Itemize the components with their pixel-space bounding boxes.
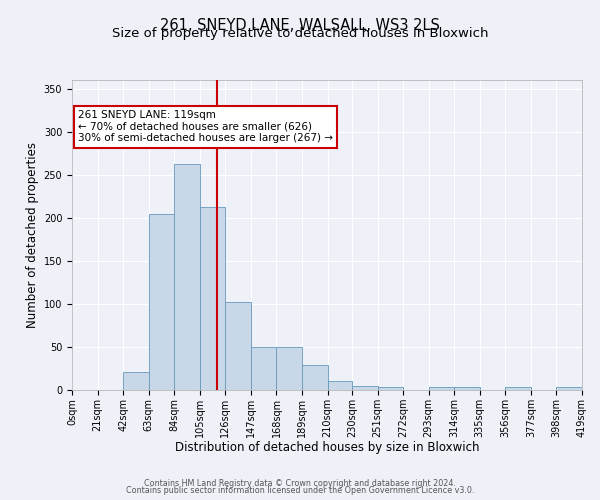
Bar	[377, 386, 403, 390]
Bar	[123, 372, 149, 390]
Text: Contains HM Land Registry data © Crown copyright and database right 2024.: Contains HM Land Registry data © Crown c…	[144, 478, 456, 488]
Bar	[277, 347, 302, 390]
X-axis label: Distribution of detached houses by size in Bloxwich: Distribution of detached houses by size …	[175, 442, 479, 454]
Bar	[226, 302, 251, 390]
Bar	[328, 382, 352, 390]
Bar	[200, 208, 226, 390]
Bar	[352, 386, 377, 390]
Bar	[428, 386, 454, 390]
Bar	[505, 388, 531, 390]
Bar	[454, 386, 480, 390]
Bar	[251, 347, 277, 390]
Bar	[556, 388, 582, 390]
Bar	[302, 365, 328, 390]
Text: Size of property relative to detached houses in Bloxwich: Size of property relative to detached ho…	[112, 28, 488, 40]
Text: 261, SNEYD LANE, WALSALL, WS3 2LS: 261, SNEYD LANE, WALSALL, WS3 2LS	[160, 18, 440, 32]
Text: 261 SNEYD LANE: 119sqm
← 70% of detached houses are smaller (626)
30% of semi-de: 261 SNEYD LANE: 119sqm ← 70% of detached…	[78, 110, 333, 144]
Bar	[174, 164, 200, 390]
Text: Contains public sector information licensed under the Open Government Licence v3: Contains public sector information licen…	[126, 486, 474, 495]
Bar	[149, 214, 174, 390]
Y-axis label: Number of detached properties: Number of detached properties	[26, 142, 40, 328]
